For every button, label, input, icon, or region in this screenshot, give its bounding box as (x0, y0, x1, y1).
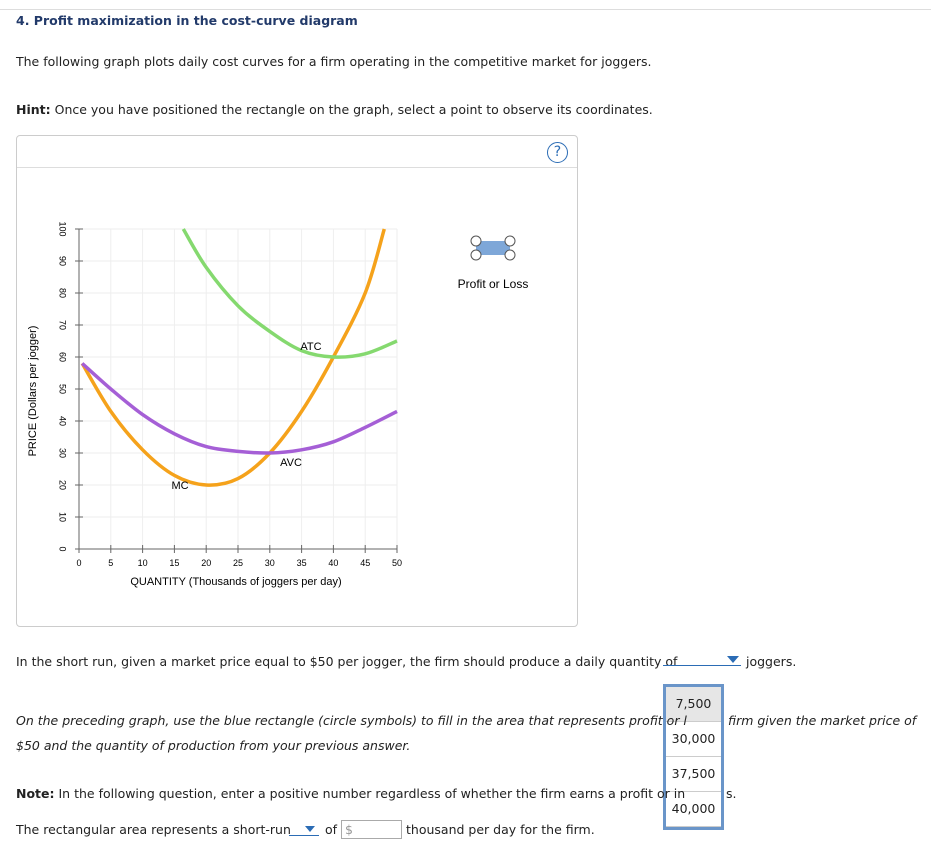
y-axis-title: PRICE (Dollars per jogger) (27, 326, 39, 457)
y-tick-label: 10 (58, 512, 68, 522)
question1-text: In the short run, given a market price e… (16, 654, 678, 669)
y-tick-label: 50 (58, 384, 68, 394)
curve (181, 228, 398, 359)
y-tick-label: 20 (58, 480, 68, 490)
y-tick-label: 40 (58, 416, 68, 426)
dropdown-arrow (305, 826, 315, 837)
x-tick-label: 45 (360, 558, 370, 568)
curve (80, 228, 386, 487)
dropdown-option[interactable]: 37,500 (666, 757, 721, 792)
note-tail: s. (726, 786, 737, 801)
question2-unit: thousand per day for the firm. (406, 822, 595, 837)
instruction-line1: On the preceding graph, use the blue rec… (16, 713, 687, 728)
dropdown-list: 7,500 30,000 37,500 40,000 (663, 684, 724, 830)
curve-label: MC (171, 480, 188, 492)
curve (81, 362, 398, 455)
tool-handle[interactable] (504, 235, 516, 247)
dropdown-option[interactable]: 7,500 (666, 687, 721, 722)
tool-handle[interactable] (504, 249, 516, 261)
y-tick-label: 60 (58, 352, 68, 362)
x-tick-label: 0 (76, 558, 81, 568)
y-tick-label: 0 (58, 546, 68, 551)
x-tick-label: 20 (201, 558, 211, 568)
x-tick-label: 30 (265, 558, 275, 568)
note-label: Note: (16, 786, 55, 801)
question2-text: The rectangular area represents a short-… (16, 822, 291, 837)
help-button[interactable]: ? (547, 142, 568, 163)
divider (0, 9, 931, 10)
tool-rect[interactable] (476, 241, 510, 255)
hint: Hint: Once you have positioned the recta… (16, 102, 653, 117)
currency: $ (345, 822, 353, 837)
x-axis-title: QUANTITY (Thousands of joggers per day) (130, 576, 341, 588)
tool-handle[interactable] (470, 249, 482, 261)
amount-input[interactable]: $ (341, 820, 402, 839)
x-tick-label: 35 (297, 558, 307, 568)
intro: The following graph plots daily cost cur… (16, 54, 652, 69)
dropdown-arrow (727, 656, 739, 669)
profit-tool[interactable] (470, 235, 516, 261)
curve-label: ATC (300, 341, 321, 353)
instruction-line2: $50 and the quantity of production from … (16, 738, 411, 753)
curve-label: AVC (280, 457, 302, 469)
y-tick-label: 70 (58, 320, 68, 330)
y-tick-label: 30 (58, 448, 68, 458)
dropdown-option[interactable]: 30,000 (666, 722, 721, 757)
heading: 4. Profit maximization in the cost-curve… (16, 13, 358, 28)
hint-label: Hint: (16, 102, 51, 117)
panel-header-line (17, 167, 577, 168)
x-tick-label: 10 (138, 558, 148, 568)
x-tick-label: 25 (233, 558, 243, 568)
question1-unit: joggers. (746, 654, 797, 669)
profit-loss-dropdown[interactable] (289, 822, 319, 836)
y-tick-label: 80 (58, 288, 68, 298)
x-tick-label: 5 (108, 558, 113, 568)
x-tick-label: 15 (169, 558, 179, 568)
note-text: In the following question, enter a posit… (58, 786, 686, 801)
graph-panel: ? Profit or Loss 0 10 20 30 40 50 60 70 80 90 100 0… (16, 135, 578, 627)
x-tick-label: 40 (328, 558, 338, 568)
of-text: of (325, 822, 338, 837)
y-tick-label: 100 (58, 221, 68, 236)
tool-label: Profit or Loss (458, 277, 529, 291)
note: Note: In the following question, enter a… (16, 786, 685, 801)
tool-handle[interactable] (470, 235, 482, 247)
quantity-dropdown[interactable] (663, 652, 741, 666)
hint-text: Once you have positioned the rectangle o… (54, 102, 653, 117)
instruction-line1-right: firm given the market price of (728, 713, 917, 728)
dropdown-option[interactable]: 40,000 (666, 792, 721, 827)
chart: Profit or Loss 0 10 20 30 40 50 60 70 80 90 100 0 5 1… (27, 221, 529, 588)
x-tick-label: 50 (392, 558, 402, 568)
y-tick-label: 90 (58, 256, 68, 266)
